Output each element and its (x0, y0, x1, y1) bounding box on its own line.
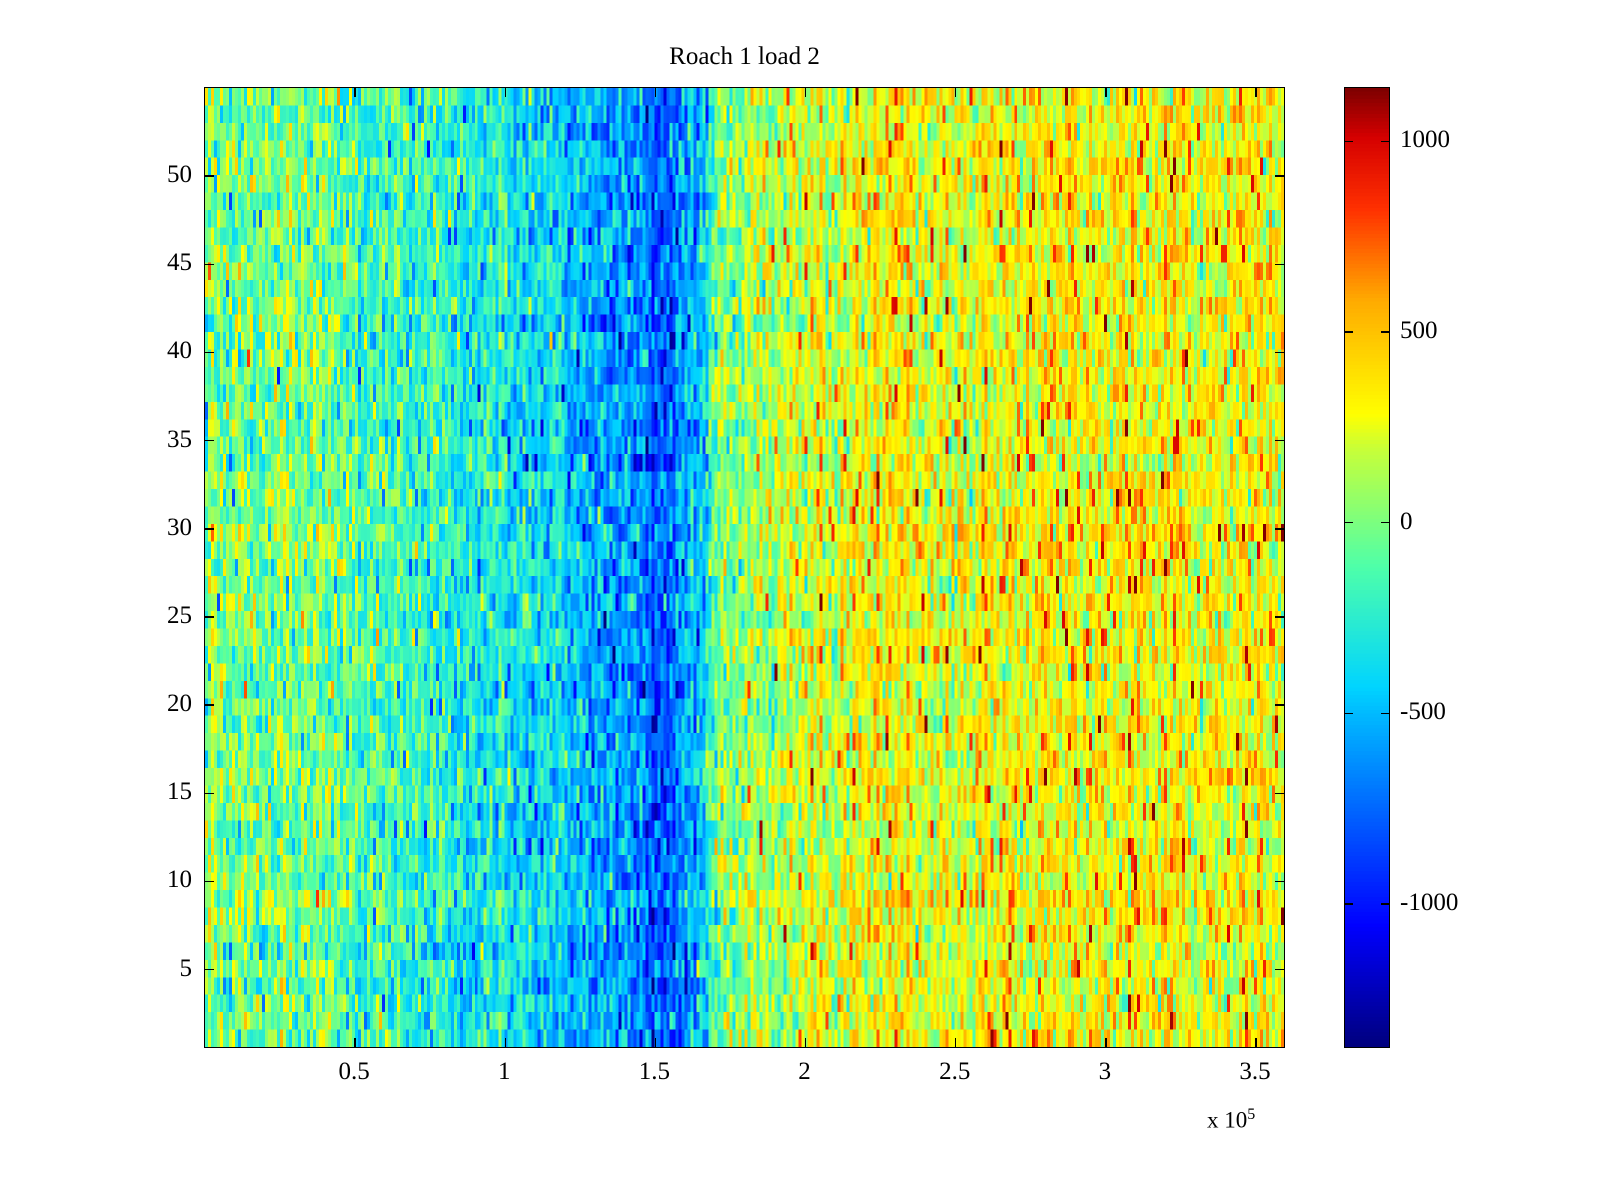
y-axis-tick-right (1275, 880, 1284, 883)
colorbar-tick-right (1381, 331, 1389, 333)
x-axis-tick-top (654, 88, 657, 97)
colorbar-tick-label: -500 (1400, 698, 1446, 726)
y-axis-tick (205, 968, 214, 971)
x-axis-tick-top (1105, 88, 1107, 97)
x-axis-tick (1255, 1038, 1257, 1047)
y-axis-tick-label: 15 (167, 778, 192, 806)
colorbar-tick (1345, 712, 1353, 715)
x-axis-tick (1105, 1038, 1107, 1047)
x-axis-exponent-label: x 105 (1207, 1106, 1255, 1134)
colorbar-tick-label: 0 (1400, 507, 1413, 535)
colorbar[interactable] (1344, 87, 1390, 1048)
y-axis-tick-right (1275, 968, 1284, 971)
x-axis-tick-top (354, 88, 356, 97)
y-axis-tick-right (1275, 704, 1284, 706)
y-axis-tick-label: 40 (167, 337, 192, 365)
y-axis-tick-label: 30 (167, 513, 192, 541)
heatmap-image (205, 88, 1284, 1047)
y-axis-tick-label: 25 (167, 601, 192, 629)
x-axis-tick-label: 3 (1098, 1058, 1112, 1085)
y-axis-tick (205, 175, 214, 177)
x-axis-tick (504, 1038, 507, 1047)
x-axis-tick-top (804, 88, 807, 97)
heatmap-axes[interactable] (204, 87, 1285, 1048)
x-axis-tick-label: 3.5 (1239, 1058, 1271, 1085)
y-axis-tick (205, 263, 214, 266)
y-axis-tick (205, 528, 214, 530)
y-axis-tick (205, 704, 214, 706)
y-axis-tick-label: 35 (167, 425, 192, 453)
y-axis-tick (205, 880, 214, 883)
colorbar-tick-label: -1000 (1400, 889, 1459, 917)
y-axis-tick (205, 792, 214, 795)
y-axis-tick (205, 351, 214, 354)
colorbar-tick (1345, 331, 1353, 333)
colorbar-tick-right (1381, 521, 1389, 524)
y-axis-tick-label: 10 (167, 866, 192, 894)
x-axis-tick-label: 0.5 (338, 1058, 370, 1085)
x-axis-tick-label: 2.5 (939, 1058, 971, 1085)
x-axis-tick (954, 1038, 957, 1047)
x-exponent-power: 5 (1247, 1106, 1256, 1123)
x-axis-tick (354, 1038, 356, 1047)
colorbar-tick (1345, 903, 1353, 905)
y-axis-tick-label: 5 (179, 954, 193, 982)
x-exponent-base: x 10 (1207, 1107, 1248, 1133)
y-axis-tick-right (1275, 439, 1284, 442)
y-axis-tick-right (1275, 792, 1284, 795)
colorbar-tick (1345, 521, 1353, 524)
x-axis-tick (804, 1038, 807, 1047)
colorbar-tick (1345, 140, 1353, 143)
y-axis-tick-right (1275, 263, 1284, 266)
page-title: Roach 1 load 2 (669, 43, 820, 70)
colorbar-tick-label: 1000 (1400, 126, 1450, 154)
y-axis-tick-right (1275, 175, 1284, 177)
colorbar-tick-label: 500 (1400, 317, 1438, 345)
x-axis-tick-top (504, 88, 507, 97)
y-axis-tick (205, 439, 214, 442)
x-axis-tick-label: 1.5 (638, 1058, 671, 1085)
y-axis-tick-label: 50 (167, 161, 192, 189)
x-axis-tick-top (954, 88, 957, 97)
y-axis-tick-right (1275, 616, 1284, 618)
colorbar-tick-right (1381, 140, 1389, 143)
colorbar-tick-right (1381, 712, 1389, 715)
x-axis-tick-label: 2 (798, 1058, 811, 1085)
x-axis-tick-top (1255, 88, 1257, 97)
y-axis-tick-label: 20 (167, 690, 192, 718)
y-axis-tick (205, 616, 214, 618)
x-axis-tick (654, 1038, 657, 1047)
colorbar-tick-right (1381, 903, 1389, 905)
y-axis-tick-right (1275, 351, 1284, 354)
y-axis-tick-label: 45 (167, 249, 192, 277)
x-axis-tick-label: 1 (498, 1058, 511, 1085)
colorbar-gradient (1345, 88, 1389, 1047)
y-axis-tick-right (1275, 528, 1284, 530)
